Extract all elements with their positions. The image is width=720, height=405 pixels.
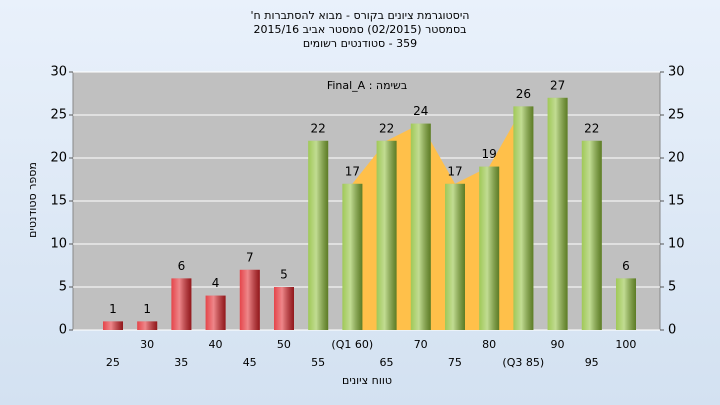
value-label: 5 xyxy=(280,268,288,282)
y-tick-label: 10 xyxy=(50,237,67,252)
bar-shade xyxy=(513,106,534,331)
x-tick-label: 30 xyxy=(140,338,154,351)
bar-shade xyxy=(547,97,568,330)
value-label: 19 xyxy=(482,147,497,161)
y2-tick-label: 15 xyxy=(668,194,685,209)
y2-tick-label: 20 xyxy=(668,151,685,166)
value-label: 22 xyxy=(584,121,599,135)
x-tick-label: 70 xyxy=(414,338,428,351)
y-tick-label: 30 xyxy=(50,65,67,80)
bar-shade xyxy=(445,183,465,330)
y2-tick-label: 5 xyxy=(668,280,676,295)
x-tick-label: 75 xyxy=(448,356,462,369)
x-tick-label: 95 xyxy=(585,356,599,369)
y-tick-label: 20 xyxy=(50,151,67,166)
y2-tick-label: 10 xyxy=(668,237,685,252)
y-axis-label: מספר סטודנטים xyxy=(26,162,39,238)
bar-shade xyxy=(239,269,260,330)
x-tick-label: 45 xyxy=(243,356,257,369)
value-label: 1 xyxy=(109,302,117,316)
value-label: 24 xyxy=(413,104,428,118)
bar-shade xyxy=(137,321,158,330)
value-label: 4 xyxy=(212,276,220,290)
value-label: 6 xyxy=(622,259,630,273)
y-tick-label: 25 xyxy=(50,108,67,123)
title-line: היסטוגרמת ציונים בקורס - מבוא להסתברות ח… xyxy=(251,9,470,22)
y-tick-label: 0 xyxy=(59,323,67,338)
x-tick-label: 55 xyxy=(311,356,325,369)
x-tick-label: 80 xyxy=(482,338,496,351)
annotation: בשימה : Final_A xyxy=(327,79,407,92)
value-label: 27 xyxy=(550,78,565,92)
bar-shade xyxy=(274,287,294,330)
bar-shade xyxy=(171,278,192,330)
x-axis-label: טווח ציונים xyxy=(342,374,392,387)
x-tick-label: 90 xyxy=(551,338,565,351)
value-label: 1 xyxy=(143,302,151,316)
y2-tick-label: 0 xyxy=(668,323,676,338)
value-label: 6 xyxy=(178,259,186,273)
value-label: 17 xyxy=(345,164,360,178)
x-tick-label: (Q3 85) xyxy=(502,356,544,369)
value-label: 7 xyxy=(246,250,254,264)
x-tick-label: 100 xyxy=(615,338,636,351)
y-tick-label: 15 xyxy=(50,194,67,209)
bar-shade xyxy=(410,123,431,330)
bar-shade xyxy=(342,183,363,330)
y2-tick-label: 25 xyxy=(668,108,685,123)
value-label: 22 xyxy=(379,121,394,135)
x-tick-label: 25 xyxy=(106,356,120,369)
value-label: 22 xyxy=(311,121,326,135)
x-tick-label: 65 xyxy=(380,356,394,369)
bar-shade xyxy=(479,166,500,330)
value-label: 26 xyxy=(516,87,531,101)
y2-tick-label: 30 xyxy=(668,65,685,80)
bar-shade xyxy=(616,278,636,330)
bar-shade xyxy=(205,295,226,330)
x-tick-label: 40 xyxy=(209,338,223,351)
bar-shade xyxy=(103,321,123,330)
title-line: בסמסטר (02/2015) סמסטר אביב 2015/16 xyxy=(253,23,466,36)
bar-shade xyxy=(581,140,602,330)
x-tick-label: (Q1 60) xyxy=(331,338,373,351)
bar-shade xyxy=(376,140,397,330)
x-tick-label: 35 xyxy=(174,356,188,369)
y-tick-label: 5 xyxy=(59,280,67,295)
x-tick-label: 50 xyxy=(277,338,291,351)
value-label: 17 xyxy=(447,164,462,178)
bar-shade xyxy=(308,140,329,330)
title-line: 359 - סטודנטים רשומים xyxy=(303,37,417,50)
